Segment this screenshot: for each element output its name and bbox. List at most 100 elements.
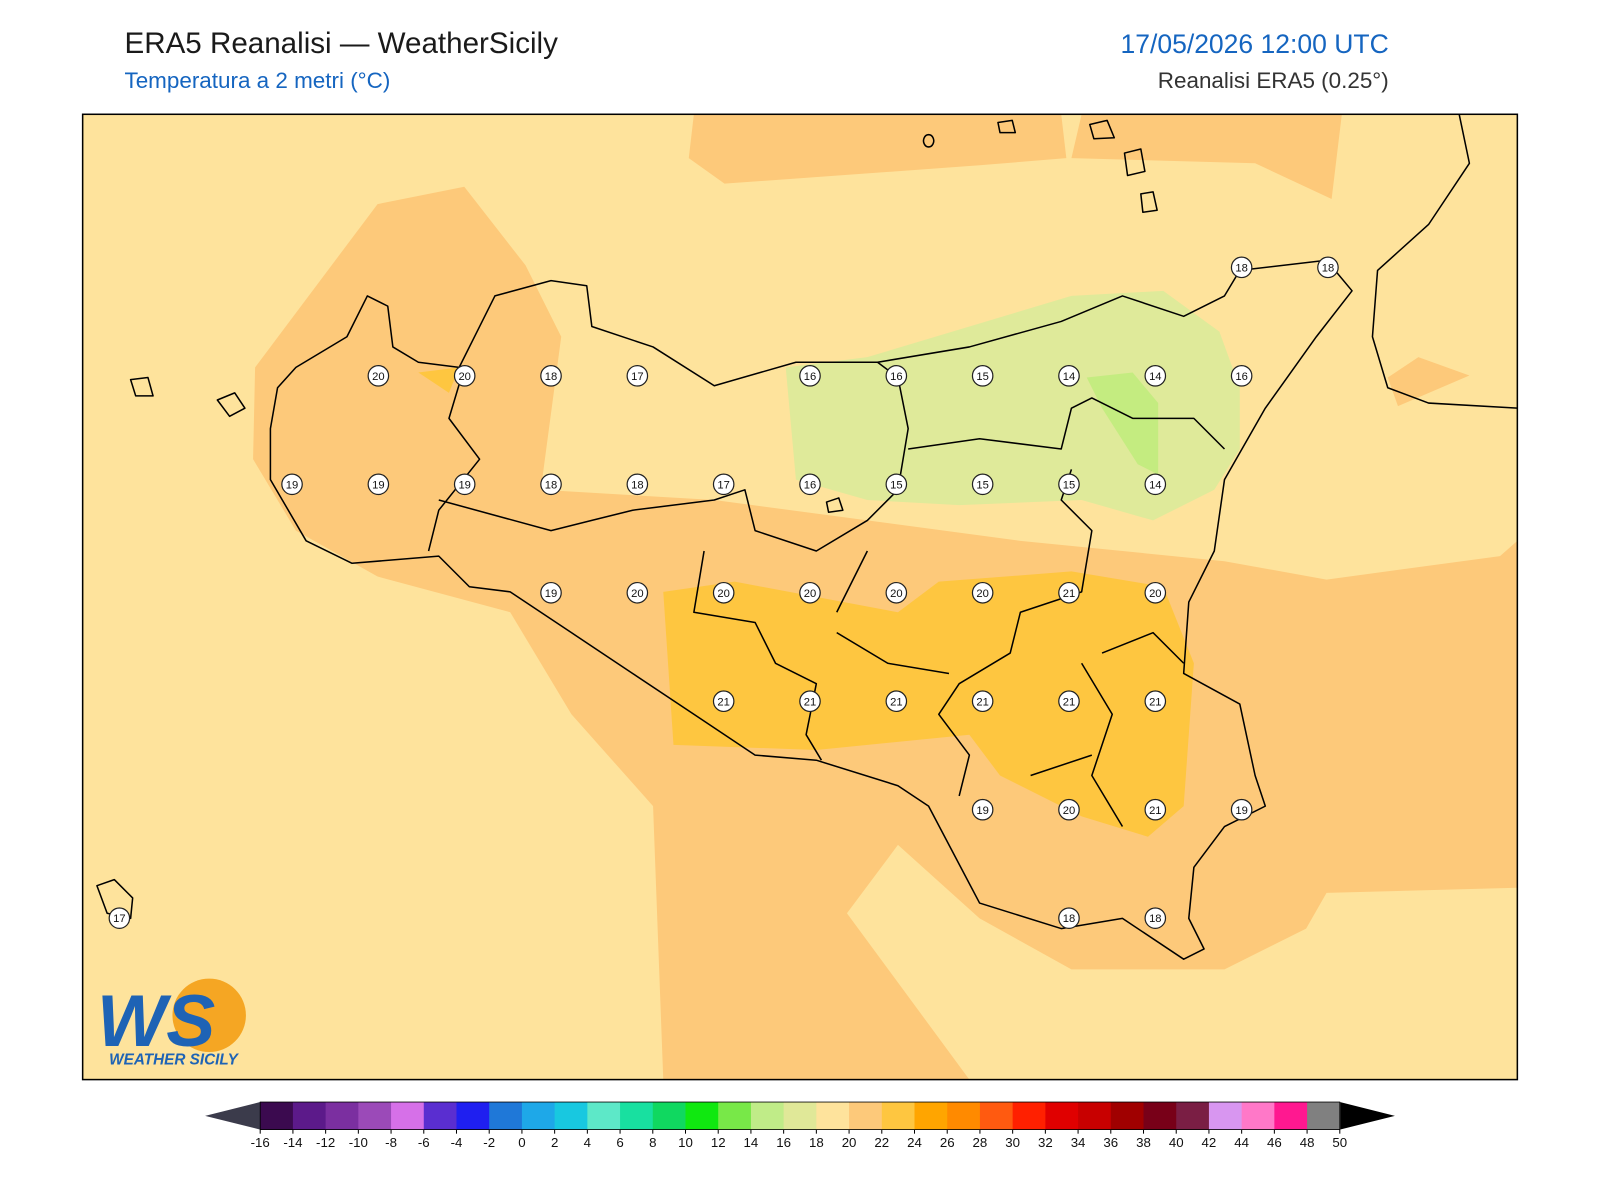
station-marker bbox=[626, 473, 649, 496]
station-marker bbox=[885, 364, 908, 387]
field-18-20 bbox=[1387, 357, 1470, 407]
field-12-14 bbox=[1086, 372, 1159, 475]
colorbar-swatch bbox=[1110, 1102, 1145, 1130]
station-marker bbox=[1144, 907, 1167, 929]
station-value: 21 bbox=[890, 696, 902, 708]
station-value: 16 bbox=[804, 371, 816, 383]
colorbar-tick-label: -8 bbox=[385, 1135, 397, 1150]
station-value: 19 bbox=[372, 479, 384, 491]
station-value: 15 bbox=[976, 371, 988, 383]
colorbar-tick-label: -10 bbox=[349, 1135, 368, 1150]
station-value: 20 bbox=[804, 588, 816, 600]
colorbar-tick-label: 40 bbox=[1169, 1135, 1184, 1150]
station-value: 21 bbox=[1149, 805, 1161, 817]
source: Reanalisi ERA5 (0.25°) bbox=[1158, 68, 1389, 93]
station-marker bbox=[799, 690, 821, 713]
colorbar-swatch bbox=[620, 1102, 654, 1130]
station-value: 20 bbox=[890, 588, 902, 600]
station-marker bbox=[799, 581, 821, 604]
station-marker bbox=[453, 473, 476, 496]
station-value: 16 bbox=[890, 371, 902, 383]
station-marker bbox=[1058, 364, 1080, 387]
colorbar-swatch bbox=[718, 1102, 752, 1130]
colorbar-swatch bbox=[881, 1102, 916, 1130]
colorbar-swatch bbox=[816, 1102, 850, 1130]
colorbar-swatch bbox=[423, 1102, 458, 1130]
station-value: 17 bbox=[113, 913, 125, 925]
colorbar-tick-label: 14 bbox=[744, 1135, 759, 1150]
station-value: 14 bbox=[1063, 371, 1075, 383]
colorbar-swatch bbox=[849, 1102, 883, 1130]
station-value: 21 bbox=[804, 696, 816, 708]
colorbar-tick-label: 34 bbox=[1071, 1135, 1086, 1150]
colorbar-tick-label: 2 bbox=[551, 1135, 558, 1150]
station-marker bbox=[367, 364, 390, 387]
station-marker bbox=[712, 690, 735, 713]
colorbar-tick-label: 36 bbox=[1103, 1135, 1118, 1150]
colorbar-tick-label: -4 bbox=[451, 1135, 463, 1150]
colorbar-tick-label: 50 bbox=[1332, 1135, 1347, 1150]
colorbar-swatch bbox=[685, 1102, 719, 1130]
sicily-coast bbox=[269, 259, 1353, 960]
station-value: 19 bbox=[1235, 805, 1247, 817]
colorbar-swatch bbox=[391, 1102, 425, 1130]
station-marker bbox=[367, 473, 390, 496]
colorbar-swatch bbox=[1176, 1102, 1210, 1130]
colorbar-tick-label: 20 bbox=[842, 1135, 857, 1150]
station-marker bbox=[1144, 473, 1167, 496]
colorbar-tick-label: 22 bbox=[874, 1135, 889, 1150]
colorbar-swatch bbox=[1012, 1102, 1046, 1130]
colorbar-swatch bbox=[783, 1102, 817, 1130]
colorbar-tick-label: 26 bbox=[940, 1135, 955, 1150]
station-value: 18 bbox=[1149, 913, 1161, 925]
colorbar-tick-label: 8 bbox=[649, 1135, 656, 1150]
station-value: 21 bbox=[1063, 588, 1075, 600]
colorbar-tick-label: 24 bbox=[907, 1135, 922, 1150]
station-marker bbox=[799, 473, 821, 496]
station-marker bbox=[971, 798, 994, 821]
station-value: 17 bbox=[631, 371, 643, 383]
station-value: 18 bbox=[545, 371, 557, 383]
station-value: 20 bbox=[631, 588, 643, 600]
colorbar-swatch bbox=[750, 1102, 785, 1130]
station-value: 19 bbox=[458, 479, 470, 491]
station-value: 15 bbox=[976, 479, 988, 491]
colorbar-tick-label: 38 bbox=[1136, 1135, 1151, 1150]
station-value: 16 bbox=[804, 479, 816, 491]
station-marker bbox=[108, 907, 131, 929]
colorbar-tick-label: 18 bbox=[809, 1135, 824, 1150]
colorbar-tick-label: -2 bbox=[483, 1135, 495, 1150]
station-marker bbox=[1058, 907, 1080, 929]
colorbar-swatch bbox=[1241, 1102, 1275, 1130]
station-marker bbox=[885, 473, 908, 496]
station-marker bbox=[1317, 256, 1339, 279]
station-value: 21 bbox=[717, 696, 729, 708]
station-marker bbox=[971, 690, 994, 713]
station-marker bbox=[1144, 690, 1167, 713]
colorbar-tick-label: -14 bbox=[283, 1135, 302, 1150]
colorbar-swatch bbox=[260, 1102, 294, 1130]
station-marker bbox=[885, 581, 908, 604]
station-value: 18 bbox=[631, 479, 643, 491]
station-marker bbox=[712, 581, 735, 604]
colorbar-tick-label: 44 bbox=[1234, 1135, 1249, 1150]
station-marker bbox=[1230, 364, 1253, 387]
colorbar-tick-label: 12 bbox=[711, 1135, 726, 1150]
islands bbox=[96, 119, 1158, 920]
colorbar-swatch bbox=[489, 1102, 523, 1130]
field-20-22 bbox=[663, 571, 1194, 837]
colorbar-tick-label: 4 bbox=[584, 1135, 591, 1150]
station-marker bbox=[1144, 581, 1167, 604]
station-value: 20 bbox=[976, 588, 988, 600]
colorbar-swatch bbox=[292, 1102, 327, 1130]
station-value: 18 bbox=[545, 479, 557, 491]
colorbar-swatch bbox=[1143, 1102, 1177, 1130]
field-18-20 bbox=[688, 114, 1067, 184]
colorbar-swatch bbox=[1078, 1102, 1112, 1130]
station-marker bbox=[626, 581, 649, 604]
station-value: 21 bbox=[976, 696, 988, 708]
colorbar-under bbox=[205, 1102, 261, 1130]
colorbar-swatch bbox=[914, 1102, 948, 1130]
field-20-22 bbox=[418, 367, 460, 393]
colorbar-tick-label: -16 bbox=[251, 1135, 270, 1150]
